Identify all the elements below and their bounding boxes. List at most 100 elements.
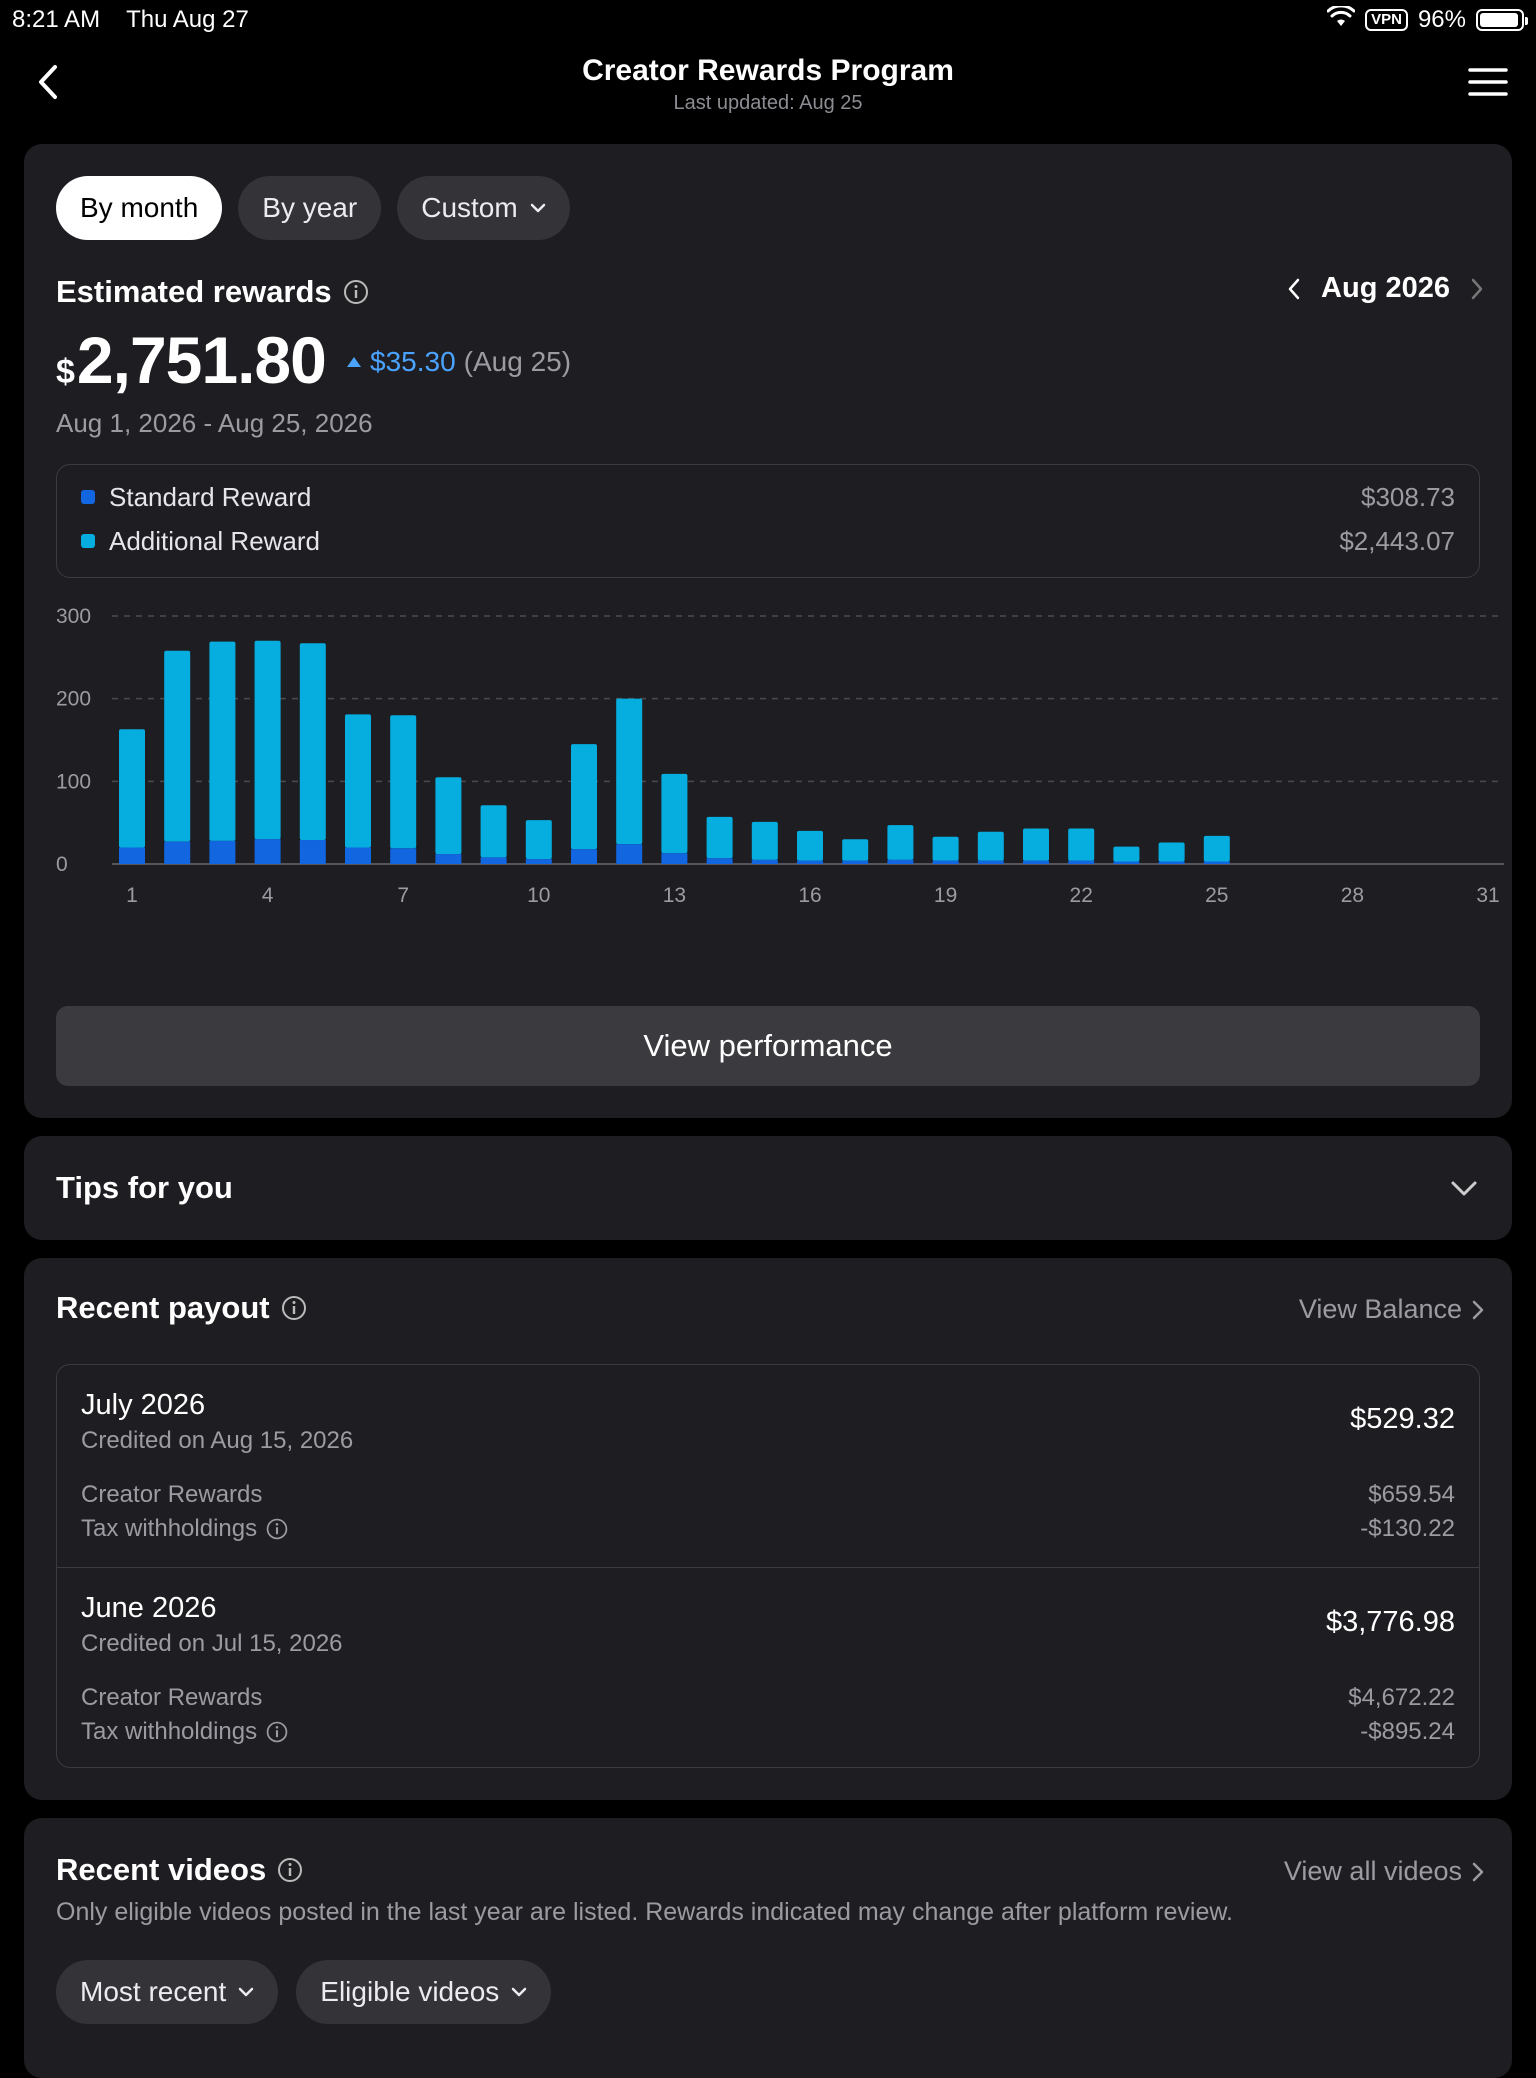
bar-additional-reward bbox=[842, 839, 869, 861]
tab-by-month[interactable]: By month bbox=[56, 176, 223, 240]
bar-standard-reward bbox=[616, 844, 643, 864]
label-text: Tax withholdings bbox=[81, 1718, 258, 1745]
filter-label: Eligible videos bbox=[320, 1976, 500, 2007]
legend-additional: Additional Reward $2,443.07 bbox=[81, 519, 1455, 563]
x-tick-label: 28 bbox=[1341, 884, 1364, 907]
tax-label: Tax withholdings bbox=[81, 1718, 289, 1746]
battery-icon bbox=[1476, 9, 1528, 31]
prev-month-icon[interactable] bbox=[1287, 278, 1301, 300]
bar-additional-reward bbox=[1023, 828, 1049, 861]
payout-list: July 2026 Credited on Aug 15, 2026 $529.… bbox=[56, 1364, 1480, 1768]
x-tick-label: 25 bbox=[1205, 884, 1228, 907]
videos-title: Recent videos bbox=[56, 1852, 267, 1887]
x-tick-label: 13 bbox=[663, 884, 686, 907]
bar-standard-reward bbox=[480, 857, 507, 864]
view-all-label: View all videos bbox=[1283, 1856, 1462, 1886]
date-range: Aug 1, 2026 - Aug 25, 2026 bbox=[56, 408, 373, 438]
bar-standard-reward bbox=[435, 854, 462, 864]
payout-credited: Credited on Jul 15, 2026 bbox=[81, 1630, 343, 1657]
triangle-up-icon bbox=[347, 357, 361, 367]
next-month-icon[interactable] bbox=[1470, 278, 1484, 300]
tab-custom[interactable]: Custom bbox=[397, 176, 570, 240]
creator-rewards-value: $4,672.22 bbox=[1348, 1684, 1455, 1711]
rewards-card: By month By year Custom Estimated reward… bbox=[24, 144, 1512, 1118]
bar-additional-reward bbox=[480, 805, 507, 858]
videos-card: Recent videos View all videos Only eligi… bbox=[24, 1818, 1512, 2078]
chevron-down-icon bbox=[512, 1987, 527, 1997]
x-tick-label: 19 bbox=[934, 884, 957, 907]
bar-standard-reward bbox=[164, 841, 191, 864]
y-tick-label: 300 bbox=[56, 605, 91, 628]
bar-standard-reward bbox=[525, 859, 552, 864]
bar-standard-reward bbox=[390, 848, 417, 864]
bar-standard-reward bbox=[706, 858, 733, 864]
tips-card[interactable]: Tips for you bbox=[24, 1136, 1512, 1240]
bar-standard-reward bbox=[299, 840, 326, 864]
bar-standard-reward bbox=[571, 849, 597, 864]
rewards-bar-chart: 0 100 200 300 1 4 7 10 13 16 19 22 25 28 31 bbox=[56, 605, 1504, 907]
wifi-icon bbox=[1326, 3, 1356, 35]
bar-additional-reward bbox=[1068, 828, 1095, 861]
month-navigator: Aug 2026 bbox=[1287, 272, 1484, 305]
bar-additional-reward bbox=[209, 641, 236, 841]
legend-value: $308.73 bbox=[1361, 481, 1455, 512]
bar-standard-reward bbox=[119, 847, 145, 864]
tab-label: By month bbox=[80, 192, 199, 223]
videos-description: Only eligible videos posted in the last … bbox=[56, 1898, 1233, 1926]
battery-percent: 96% bbox=[1417, 6, 1466, 33]
tab-by-year[interactable]: By year bbox=[238, 176, 382, 240]
x-tick-label: 7 bbox=[397, 884, 409, 907]
legend-swatch bbox=[81, 534, 95, 548]
bar-standard-reward bbox=[1068, 860, 1095, 864]
view-performance-button[interactable]: View performance bbox=[56, 1006, 1480, 1086]
info-icon[interactable] bbox=[280, 1294, 308, 1322]
sort-dropdown[interactable]: Most recent bbox=[56, 1960, 279, 2024]
creator-rewards-label: Creator Rewards bbox=[81, 1481, 262, 1509]
creator-rewards-label: Creator Rewards bbox=[81, 1684, 262, 1712]
payout-credited: Credited on Aug 15, 2026 bbox=[81, 1427, 354, 1454]
bar-additional-reward bbox=[977, 831, 1004, 861]
delta-value: $35.30 bbox=[370, 346, 456, 377]
eligibility-dropdown[interactable]: Eligible videos bbox=[296, 1960, 552, 2024]
back-button[interactable] bbox=[28, 62, 68, 102]
reward-legend: Standard Reward $308.73 Additional Rewar… bbox=[56, 464, 1480, 578]
bar-additional-reward bbox=[119, 729, 145, 848]
legend-value: $2,443.07 bbox=[1339, 525, 1455, 556]
daily-change: $35.30 (Aug 25) bbox=[346, 346, 571, 378]
bar-standard-reward bbox=[932, 860, 959, 864]
payout-title: Recent payout bbox=[56, 1290, 270, 1325]
view-all-videos-link[interactable]: View all videos bbox=[1284, 1856, 1484, 1887]
bar-standard-reward bbox=[977, 860, 1004, 864]
bar-additional-reward bbox=[797, 830, 823, 861]
view-balance-link[interactable]: View Balance bbox=[1299, 1294, 1484, 1325]
legend-label: Standard Reward bbox=[109, 481, 312, 512]
bar-additional-reward bbox=[435, 777, 462, 855]
bar-standard-reward bbox=[345, 847, 371, 864]
chevron-down-icon bbox=[239, 1987, 254, 1997]
bar-additional-reward bbox=[254, 640, 281, 840]
chevron-down-icon[interactable] bbox=[1448, 1172, 1480, 1204]
tips-title: Tips for you bbox=[56, 1170, 233, 1205]
info-icon[interactable] bbox=[276, 1856, 304, 1884]
delta-date: (Aug 25) bbox=[463, 346, 572, 377]
y-tick-label: 100 bbox=[56, 770, 91, 793]
info-icon[interactable] bbox=[342, 278, 370, 306]
info-icon[interactable] bbox=[265, 1720, 289, 1744]
total-rewards: $ 2,751.80 bbox=[56, 322, 327, 398]
payout-item[interactable]: June 2026 Credited on Jul 15, 2026 $3,77… bbox=[57, 1567, 1479, 1769]
payout-item[interactable]: July 2026 Credited on Aug 15, 2026 $529.… bbox=[57, 1365, 1479, 1567]
payout-card: Recent payout View Balance July 2026 Cre… bbox=[24, 1258, 1512, 1800]
legend-label: Additional Reward bbox=[109, 525, 321, 556]
bar-additional-reward bbox=[932, 836, 959, 861]
label-text: Tax withholdings bbox=[81, 1515, 258, 1542]
chevron-right-icon bbox=[1472, 1300, 1484, 1319]
bar-additional-reward bbox=[164, 650, 191, 842]
payout-total: $529.32 bbox=[1350, 1403, 1455, 1435]
currency-symbol: $ bbox=[56, 353, 75, 391]
tab-label: By year bbox=[262, 192, 358, 223]
x-tick-label: 10 bbox=[527, 884, 550, 907]
bar-standard-reward bbox=[209, 840, 236, 864]
menu-button[interactable] bbox=[1466, 62, 1510, 102]
info-icon[interactable] bbox=[265, 1517, 289, 1541]
nav-bar: Creator Rewards Program Last updated: Au… bbox=[0, 40, 1536, 144]
